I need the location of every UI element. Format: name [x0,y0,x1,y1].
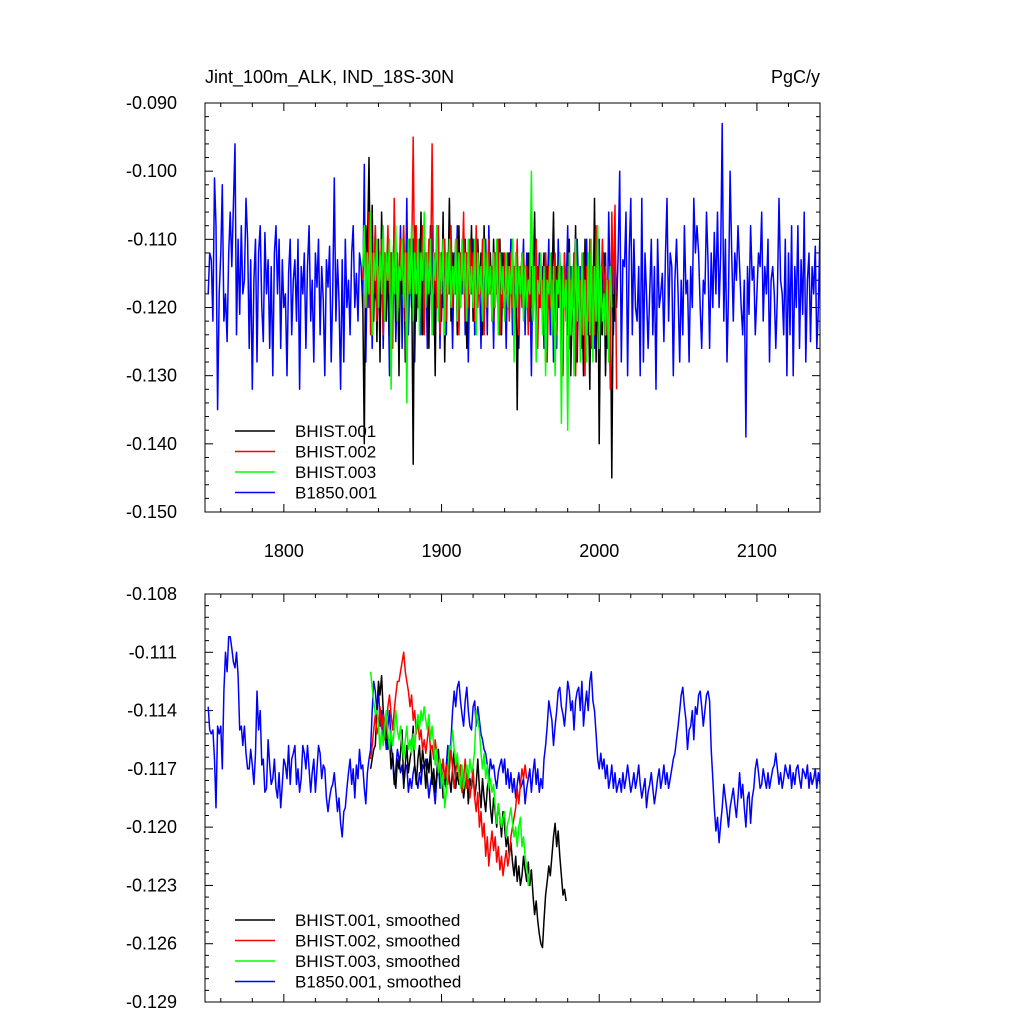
x-tick-label: 2000 [579,541,619,561]
y-tick-label: -0.129 [126,992,177,1012]
legend-label: BHIST.002, smoothed [295,932,460,951]
legend-label: B1850.001, smoothed [295,973,461,992]
legend-label: BHIST.001 [295,422,376,441]
series-line-bhist-002 [369,651,528,877]
legend-label: BHIST.003 [295,463,376,482]
x-tick-label: 1800 [264,541,304,561]
series-line-bhist-001 [361,156,618,479]
chart-units: PgC/y [771,67,820,87]
chart-title: Jint_100m_ALK, IND_18S-30N [205,67,454,88]
y-tick-label: -0.123 [126,875,177,895]
plot-frame [204,593,821,1003]
y-tick-label: -0.130 [126,366,177,386]
legend-label: BHIST.002 [295,443,376,462]
legend-label: BHIST.001, smoothed [295,911,460,930]
series-line-bhist-002 [361,136,618,391]
y-tick-label: -0.114 [127,701,177,721]
y-tick-label: -0.140 [126,434,177,454]
y-tick-label: -0.100 [126,161,177,181]
y-tick-label: -0.126 [126,934,177,954]
y-tick-label: -0.110 [127,229,177,249]
chart-panel-1: -0.150 -0.140 -0.130 -0.120 -0.110 -0.100 -0.0… [126,93,821,561]
series-line-bhist-003 [369,671,531,887]
series-line-b1850-001 [207,635,820,844]
y-tick-label: -0.111 [129,642,177,662]
y-tick-label: -0.120 [126,298,177,318]
y-tick-label: -0.150 [126,502,177,522]
y-tick-label: -0.117 [127,759,177,779]
series-line-bhist-003 [361,170,613,431]
x-tick-label: 1900 [422,541,462,561]
legend-label: BHIST.003, smoothed [295,952,460,971]
chart-panel-2: -0.129 -0.126 -0.123 -0.120 -0.117 -0.114 -0.1… [126,584,821,1012]
series-line-bhist-001 [369,674,567,949]
legend-label: B1850.001 [295,484,377,503]
x-tick-label: 2100 [737,541,777,561]
y-tick-label: -0.090 [126,93,177,113]
y-tick-label: -0.108 [126,584,177,604]
y-tick-label: -0.120 [126,817,177,837]
